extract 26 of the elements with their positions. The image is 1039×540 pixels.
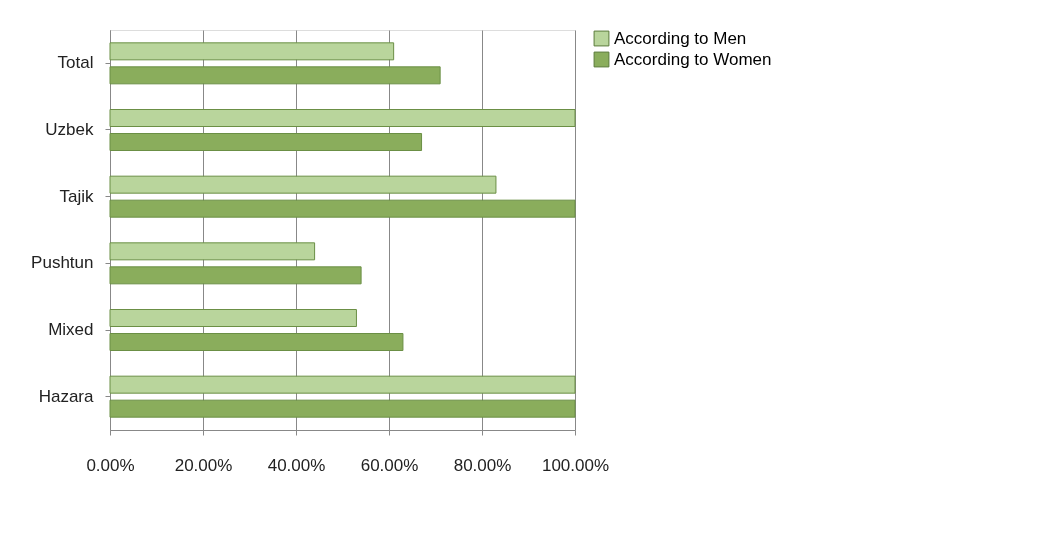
bar bbox=[109, 266, 362, 285]
x-tick-label: 40.00% bbox=[267, 455, 326, 475]
bar bbox=[109, 309, 357, 327]
x-tick-label: 0.00% bbox=[86, 455, 135, 475]
y-tick-label: Tajik bbox=[59, 186, 94, 206]
legend-label: According to Men bbox=[614, 28, 747, 48]
bar bbox=[109, 242, 316, 261]
bar bbox=[109, 42, 395, 61]
y-tick-label: Total bbox=[57, 53, 94, 73]
bar bbox=[109, 333, 404, 351]
x-tick-label: 60.00% bbox=[360, 455, 419, 475]
bar bbox=[109, 399, 576, 418]
bar bbox=[109, 175, 497, 194]
bar bbox=[109, 199, 576, 218]
legend-label: According to Women bbox=[614, 49, 772, 69]
x-tick-label: 100.00% bbox=[541, 455, 610, 475]
bar bbox=[109, 133, 423, 151]
y-tick-label: Uzbek bbox=[45, 120, 94, 139]
y-tick-label: Hazara bbox=[38, 386, 95, 406]
y-tick-label: Mixed bbox=[48, 320, 94, 339]
bar bbox=[109, 66, 441, 85]
x-tick-label: 80.00% bbox=[453, 455, 512, 475]
x-tick-label: 20.00% bbox=[174, 455, 233, 475]
y-tick-label: Pushtun bbox=[31, 253, 94, 273]
bar bbox=[109, 109, 576, 127]
bar bbox=[109, 375, 576, 394]
